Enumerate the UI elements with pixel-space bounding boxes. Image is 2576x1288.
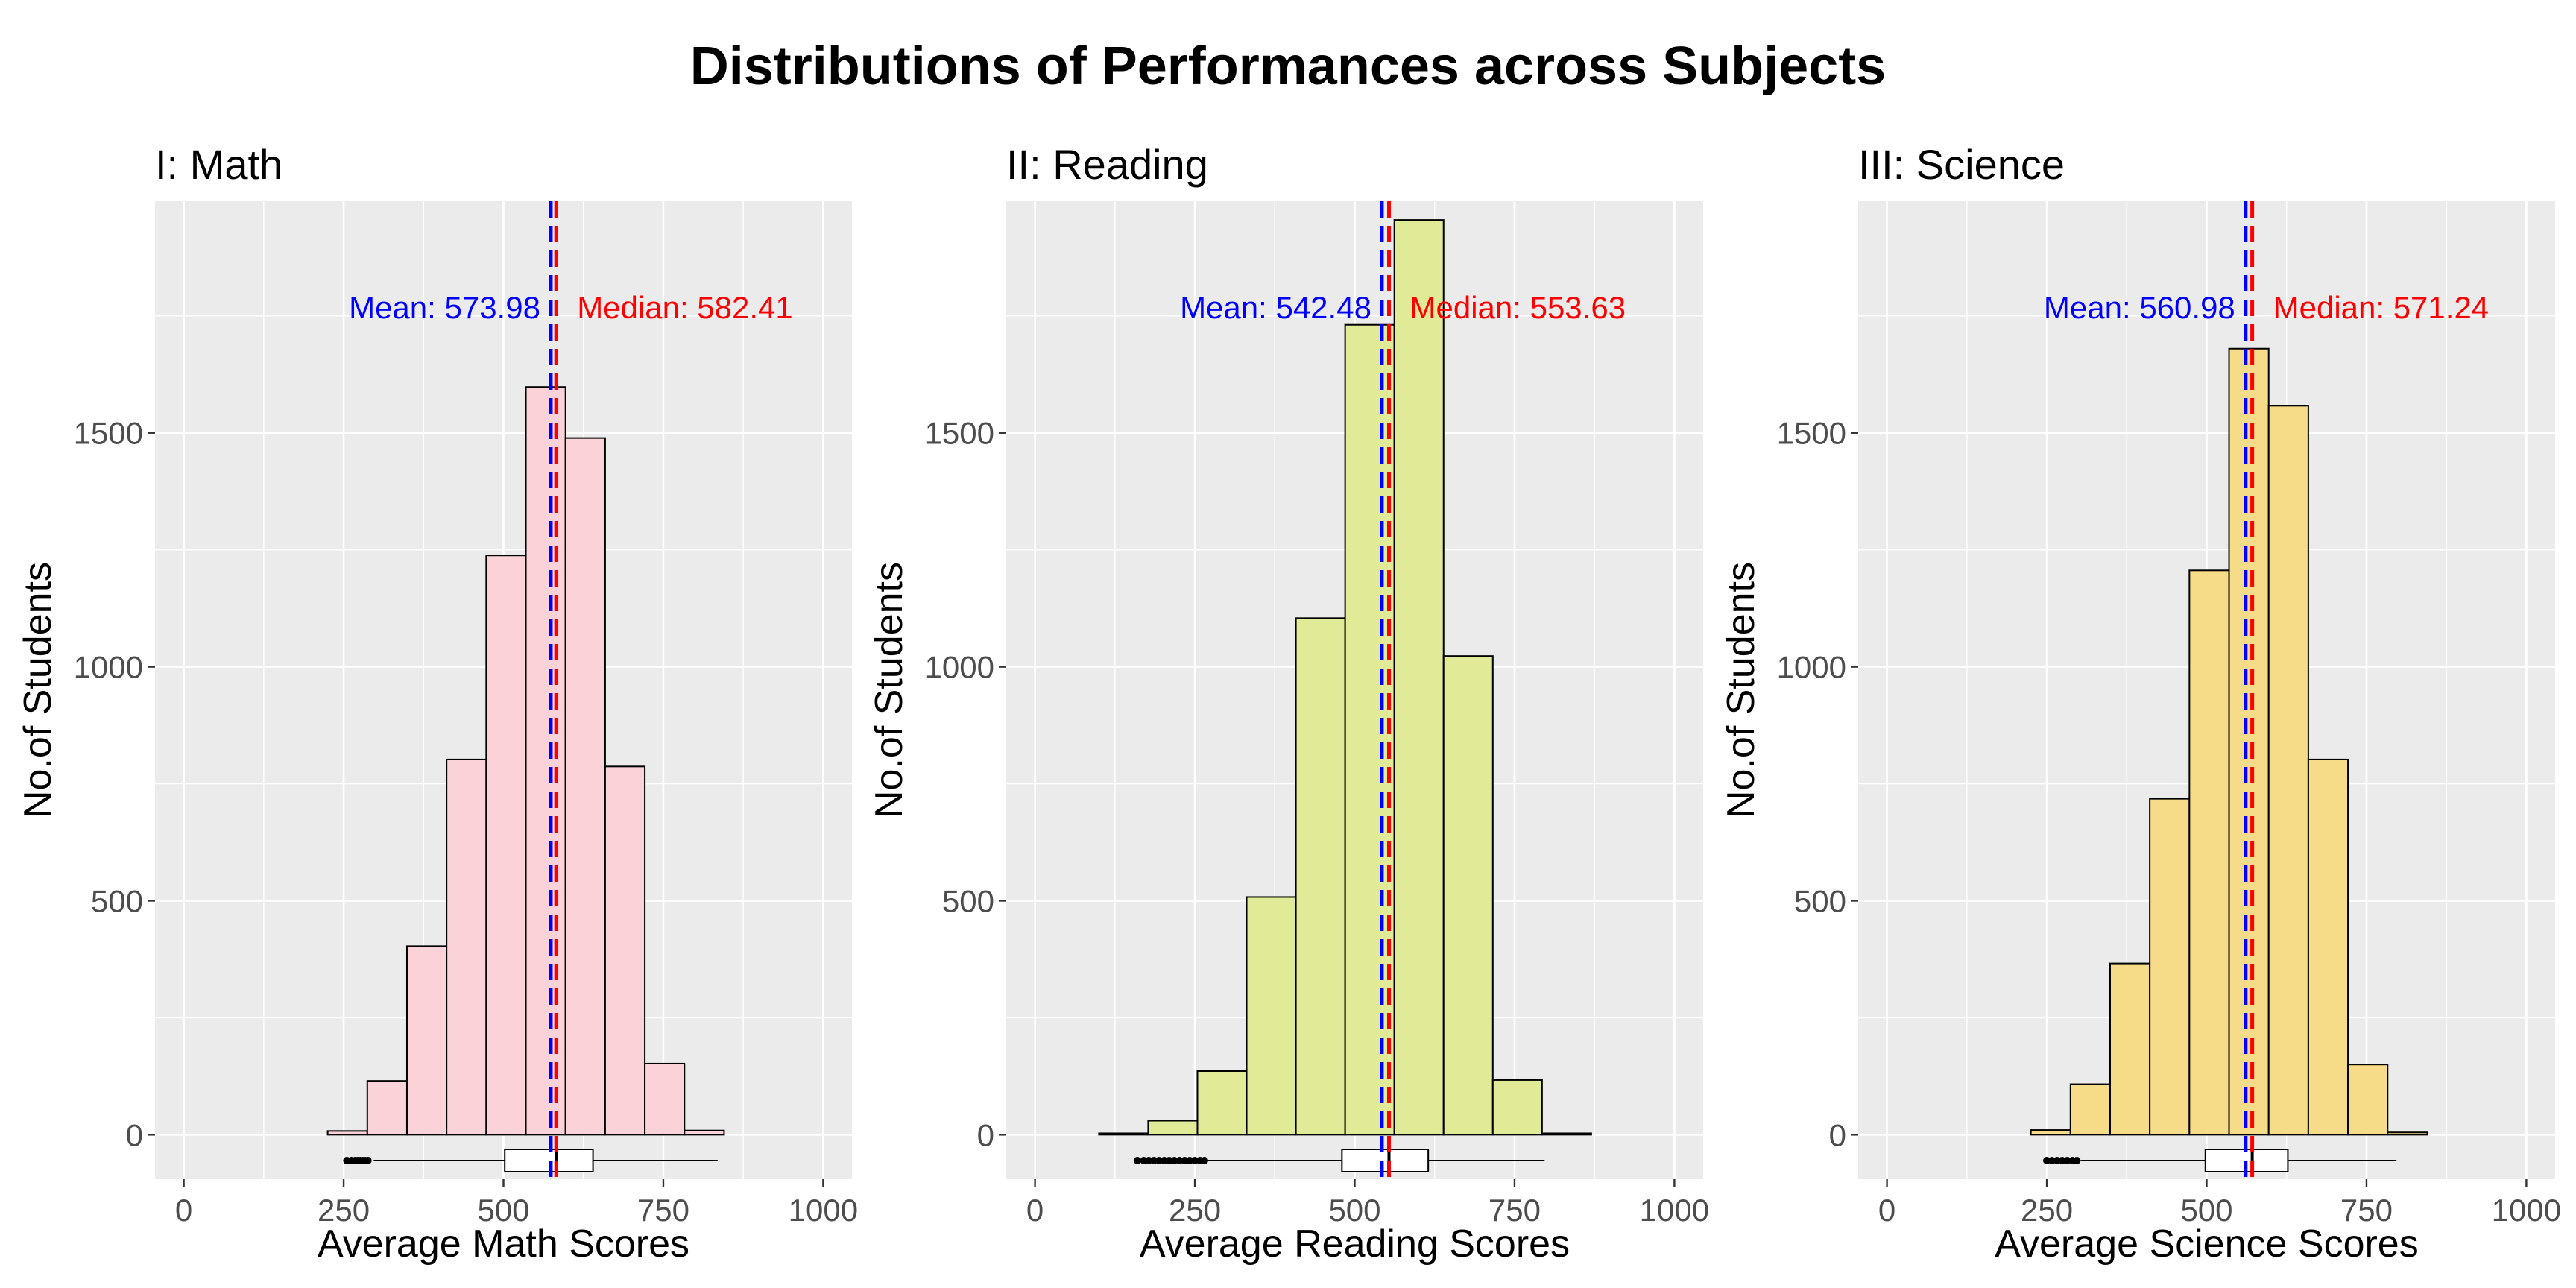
boxplot-outlier [2058,1157,2066,1164]
boxplot-box [1341,1149,1430,1172]
histogram-bar [2149,798,2191,1136]
y-tick-label: 1500 [925,416,994,451]
boxplot-outlier [1145,1157,1153,1164]
x-axis-title: Average Math Scores [318,1222,689,1266]
x-tick-label: 1000 [2492,1193,2561,1228]
x-tick-label: 750 [637,1193,689,1228]
y-axis-title: No.of Students [868,562,911,818]
boxplot-outlier [1181,1157,1189,1164]
boxplot-outlier [1150,1157,1158,1164]
boxplot-outlier [1175,1157,1184,1164]
histogram-bar [405,945,448,1136]
histogram-bar [2109,962,2151,1136]
y-tick-label: 500 [1794,883,1846,918]
boxplot-outlier [2043,1157,2051,1164]
x-tick-label: 500 [1328,1193,1380,1228]
science-panel: 0 250 500 750 1000 0 500 1000 1500 Mean: 560.98 Me… [1720,141,2561,1266]
y-axis-title: No.of Students [1720,562,1763,818]
histogram-bar [2069,1083,2111,1136]
x-axis-title: Average Reading Scores [1140,1222,1570,1266]
histogram-bar [1393,219,1445,1136]
boxplot-outlier [1186,1157,1194,1164]
x-tick-label: 0 [1878,1193,1895,1228]
histogram-bar [644,1062,686,1136]
histogram-bar [2387,1131,2428,1136]
x-tick-label: 250 [1169,1193,1221,1228]
boxplot-outlier [1155,1157,1164,1164]
mean-annotation: Mean: 542.48 [1180,290,1371,325]
x-tick-label: 500 [477,1193,529,1228]
boxplot-outlier [2073,1157,2081,1164]
boxplot-outlier [364,1157,372,1164]
mean-annotation: Mean: 573.98 [349,290,540,325]
histogram-bar [1344,323,1395,1136]
boxplot-box [504,1149,594,1172]
y-tick-label: 1000 [1777,650,1846,685]
x-axis-title: Average Science Scores [1995,1222,2418,1266]
y-tick-label: 0 [1829,1117,1846,1152]
histogram-bar [2307,758,2349,1136]
histogram-bar [326,1130,368,1136]
x-tick-label: 250 [318,1193,370,1228]
median-annotation: Median: 571.24 [2273,290,2490,325]
median-annotation: Median: 582.41 [577,290,793,325]
boxplot-outlier [2048,1157,2056,1164]
histogram-bar [1147,1120,1199,1136]
x-tick-label: 1000 [789,1193,858,1228]
y-tick-label: 500 [91,883,143,918]
histogram-bar [1196,1070,1248,1136]
histogram-bar [1295,617,1346,1136]
panel-subtitle: I: Math [155,141,282,188]
x-tick-label: 0 [175,1193,192,1228]
x-tick-label: 750 [1489,1193,1541,1228]
x-tick-label: 0 [1026,1193,1044,1228]
histogram-bar [1442,655,1494,1136]
boxplot-outlier [1140,1157,1148,1164]
x-tick-label: 1000 [1640,1193,1709,1228]
histogram-bar [1246,896,1297,1136]
histogram-bar [2228,347,2270,1136]
histogram-bar [446,758,487,1136]
boxplot-outlier [1160,1157,1168,1164]
x-tick-label: 500 [2180,1193,2232,1228]
y-tick-label: 1500 [1777,416,1846,451]
histogram-bar [485,555,527,1136]
histogram-bar [1098,1132,1149,1136]
boxplot-outlier [1133,1157,1141,1164]
y-axis-title: No.of Students [16,562,60,818]
histogram-bar [604,765,646,1136]
histogram-bar [2267,405,2309,1136]
boxplot-outlier [2063,1157,2071,1164]
boxplot-outlier [1191,1157,1199,1164]
boxplot-outlier [2053,1157,2061,1164]
histogram-bar [1541,1132,1592,1136]
histogram-bar [366,1080,408,1136]
histogram-bar [2347,1064,2389,1136]
panel-subtitle: III: Science [1858,141,2065,188]
y-tick-label: 1000 [74,650,143,685]
histogram-bar [2030,1129,2071,1136]
y-tick-label: 0 [126,1117,143,1152]
boxplot-outlier [1165,1157,1173,1164]
y-tick-label: 1000 [925,650,994,685]
panel-subtitle: II: Reading [1006,141,1208,188]
boxplot-outlier [1200,1157,1208,1164]
y-tick-label: 0 [977,1117,994,1152]
y-tick-label: 500 [942,883,994,918]
x-tick-label: 250 [2021,1193,2073,1228]
reading-panel: 0 250 500 750 1000 0 500 1000 1500 Mean: 542.48 Me… [868,141,1709,1266]
mean-annotation: Mean: 560.98 [2044,290,2235,325]
median-annotation: Median: 553.63 [1410,290,1626,325]
boxplot-outlier [1170,1157,1178,1164]
y-tick-label: 1500 [74,416,143,451]
histogram-bar [1491,1079,1543,1136]
histogram-bar [2188,569,2230,1136]
histogram-bar [525,386,566,1136]
x-tick-label: 750 [2340,1193,2393,1228]
histogram-bar [684,1129,725,1136]
math-panel: 0 250 500 750 1000 0 500 1000 1500 Mean: 573.98 Me… [16,141,858,1266]
page-title: Distributions of Performances across Sub… [689,37,1887,96]
histogram-bar [564,437,606,1136]
